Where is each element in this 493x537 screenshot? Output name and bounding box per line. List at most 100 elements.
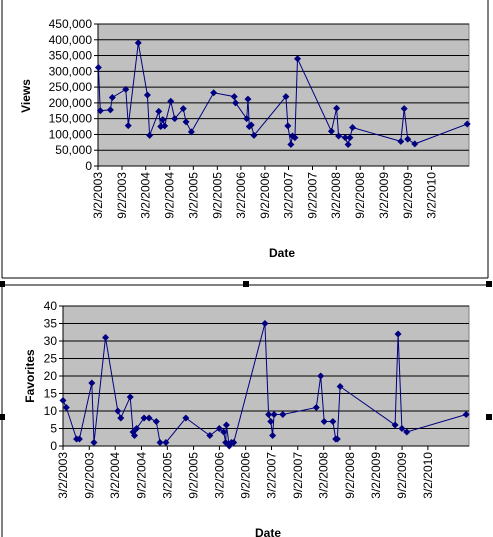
favorites-data-point bbox=[102, 334, 110, 341]
views-x-tick-label: 9/2/2007 bbox=[306, 172, 320, 219]
views-data-point bbox=[161, 122, 169, 130]
views-y-tick-label: 150,000 bbox=[49, 112, 93, 126]
selection-handle-middle-right[interactable] bbox=[486, 414, 492, 420]
favorites-x-tick-label: 9/2/2003 bbox=[82, 452, 96, 499]
favorites-data-point bbox=[126, 393, 134, 401]
views-x-tick-label: 3/2/2010 bbox=[424, 172, 438, 219]
favorites-y-tick-label: 30 bbox=[44, 334, 58, 348]
favorites-data-point bbox=[90, 439, 98, 446]
selection-handle-middle-left[interactable] bbox=[0, 414, 5, 420]
views-data-point bbox=[96, 107, 104, 115]
favorites-x-tick-label: 3/2/2006 bbox=[212, 452, 226, 499]
favorites-y-tick-label: 10 bbox=[44, 404, 58, 418]
views-x-tick-label: 9/2/2005 bbox=[210, 172, 224, 219]
views-data-point bbox=[182, 118, 190, 126]
views-data-point bbox=[333, 104, 341, 112]
selection-handle-top-right[interactable] bbox=[486, 281, 492, 287]
views-data-point bbox=[291, 134, 299, 142]
favorites-x-tick-label: 3/2/2010 bbox=[421, 452, 435, 499]
views-y-tick-label: 450,000 bbox=[49, 17, 93, 31]
favorites-data-point bbox=[156, 439, 164, 446]
favorites-data-point bbox=[320, 418, 328, 425]
favorites-data-point bbox=[317, 372, 325, 380]
views-y-tick-label: 200,000 bbox=[49, 96, 93, 110]
favorites-data-point bbox=[152, 418, 160, 425]
views-data-point bbox=[179, 105, 187, 113]
views-y-tick-label: 300,000 bbox=[49, 64, 93, 78]
favorites-x-tick-label: 3/2/2007 bbox=[264, 452, 278, 499]
favorites-y-tick-label: 40 bbox=[44, 299, 58, 313]
views-x-tick-label: 9/2/2009 bbox=[401, 172, 415, 219]
favorites-data-point bbox=[333, 435, 341, 443]
favorites-x-axis-label: Date bbox=[255, 526, 281, 537]
favorites-y-tick-label: 35 bbox=[44, 317, 58, 331]
favorites-data-point bbox=[279, 411, 287, 418]
views-x-tick-label: 9/2/2008 bbox=[353, 172, 367, 219]
views-x-tick-label: 3/2/2006 bbox=[234, 172, 248, 219]
favorites-data-point bbox=[62, 404, 70, 411]
favorites-x-tick-label: 3/2/2003 bbox=[56, 452, 70, 499]
favorites-data-point bbox=[462, 411, 470, 418]
favorites-data-point bbox=[230, 439, 238, 446]
favorites-y-tick-label: 0 bbox=[50, 439, 57, 453]
favorites-data-point bbox=[312, 404, 320, 411]
views-data-point bbox=[250, 131, 258, 139]
views-x-tick-label: 9/2/2004 bbox=[163, 172, 177, 219]
favorites-data-point bbox=[182, 414, 190, 422]
views-data-point bbox=[349, 124, 357, 132]
views-x-tick-label: 9/2/2003 bbox=[115, 172, 129, 219]
views-data-point bbox=[284, 122, 292, 130]
favorites-data-point bbox=[114, 407, 122, 415]
favorites-data-point bbox=[336, 383, 344, 390]
views-data-point bbox=[346, 134, 354, 142]
favorites-data-point bbox=[222, 421, 230, 429]
views-data-point bbox=[230, 93, 238, 101]
views-data-point bbox=[232, 99, 240, 107]
favorites-data-point bbox=[265, 411, 273, 418]
views-y-tick-label: 0 bbox=[85, 159, 92, 173]
selection-handle-top-middle[interactable] bbox=[243, 281, 249, 287]
views-plot-background bbox=[97, 23, 470, 167]
favorites-x-tick-label: 3/2/2009 bbox=[369, 452, 383, 499]
selection-handle-top-left[interactable] bbox=[0, 281, 5, 287]
views-data-point bbox=[167, 97, 175, 105]
favorites-data-point bbox=[222, 439, 230, 446]
views-data-point bbox=[344, 141, 352, 149]
favorites-data-point bbox=[162, 439, 170, 446]
favorites-y-tick-label: 20 bbox=[44, 369, 58, 383]
favorites-data-point bbox=[140, 414, 148, 422]
favorites-chart: 0 5 10 15 20 25 30 35 40 3/2/2003 9/2/2003 3/2/2004… bbox=[0, 281, 492, 537]
views-y-tick-label: 400,000 bbox=[49, 33, 93, 47]
views-data-point bbox=[463, 120, 471, 128]
views-data-point bbox=[108, 94, 116, 102]
views-data-point bbox=[294, 55, 302, 63]
favorites-data-point bbox=[130, 432, 138, 439]
views-data-point bbox=[155, 107, 163, 115]
favorites-x-tick-label: 3/2/2004 bbox=[108, 452, 122, 499]
views-x-tick-label: 3/2/2007 bbox=[282, 172, 296, 219]
favorites-x-tick-label: 9/2/2004 bbox=[134, 452, 148, 499]
favorites-data-point bbox=[261, 320, 269, 327]
views-data-point bbox=[134, 39, 142, 47]
favorites-x-tick-label: 9/2/2007 bbox=[291, 452, 305, 499]
favorites-y-axis-label: Favorites bbox=[23, 349, 37, 403]
views-data-point bbox=[411, 140, 419, 148]
favorites-x-tick-label: 9/2/2005 bbox=[187, 452, 201, 499]
favorites-x-tick-label: 3/2/2005 bbox=[160, 452, 174, 499]
views-x-tick-label: 3/2/2005 bbox=[186, 172, 200, 219]
views-data-point bbox=[243, 115, 251, 123]
favorites-y-tick-label: 25 bbox=[44, 352, 58, 366]
views-x-axis-label: Date bbox=[269, 246, 295, 260]
views-data-point bbox=[287, 141, 295, 149]
views-data-point bbox=[247, 121, 255, 129]
views-data-point bbox=[335, 132, 343, 140]
favorites-data-point bbox=[403, 428, 411, 436]
favorites-data-point bbox=[75, 435, 83, 443]
views-x-tick-label: 3/2/2003 bbox=[91, 172, 105, 219]
favorites-data-point bbox=[267, 418, 275, 425]
views-x-tick-label: 3/2/2004 bbox=[139, 172, 153, 219]
views-data-point bbox=[146, 131, 154, 139]
favorites-data-point bbox=[88, 379, 96, 387]
favorites-data-point bbox=[215, 425, 223, 432]
